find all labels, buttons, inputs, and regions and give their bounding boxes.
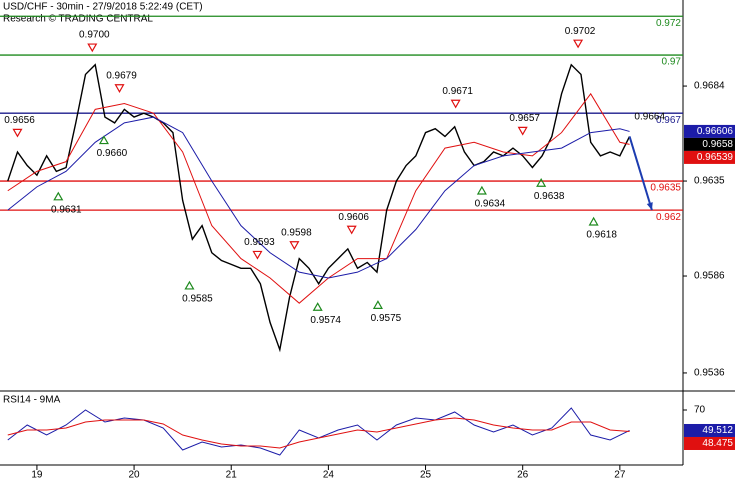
last-value-box [684, 124, 735, 138]
y-tick-label: 0.9635 [694, 176, 725, 187]
trough-label: 0.9575 [371, 313, 402, 324]
last-value-label: 0.96539 [697, 152, 734, 163]
level-label: 0.9635 [650, 183, 681, 194]
series-line [7, 63, 631, 353]
forecast-arrowhead [646, 202, 653, 211]
peak-label: 0.9700 [79, 30, 110, 41]
peak-marker [450, 99, 461, 109]
trough-label: 0.9638 [534, 191, 565, 202]
last-value-box [684, 423, 735, 437]
trough-marker [588, 216, 599, 226]
trough-label: 0.9574 [310, 315, 341, 326]
peak-label: 0.9593 [244, 237, 275, 248]
x-tick-label: 24 [323, 470, 335, 480]
trough-marker [53, 191, 64, 201]
x-tick-label: 19 [31, 470, 43, 480]
trough-marker [476, 185, 487, 195]
trough-label: 0.9585 [182, 294, 213, 305]
peak-label: 0.9671 [442, 86, 473, 97]
peak-marker [573, 39, 584, 49]
level-label: 0.962 [656, 212, 681, 223]
x-tick-label: 21 [226, 470, 238, 480]
level-label: 0.97 [662, 57, 682, 68]
chart-subtitle: Research © TRADING CENTRAL [3, 14, 153, 25]
last-value-label: 0.96606 [697, 126, 734, 137]
last-value-label: 49.512 [702, 425, 733, 436]
peak-marker [289, 241, 300, 250]
x-tick-label: 27 [614, 470, 626, 480]
peak-marker [346, 225, 357, 235]
x-tick-label: 25 [420, 470, 432, 480]
peak-label: 0.9606 [338, 212, 369, 223]
y-tick-label: 0.9684 [694, 81, 725, 92]
series-line [7, 116, 630, 279]
x-tick-label: 26 [517, 470, 529, 480]
last-value-box [684, 137, 735, 151]
peak-label: 0.9679 [106, 70, 137, 81]
series-line [7, 417, 630, 449]
level-label: 0.972 [656, 18, 681, 29]
last-value-label: 0.9658 [702, 139, 733, 150]
last-value-box [684, 150, 735, 164]
trough-label: 0.9631 [51, 204, 82, 215]
price-label: 0.9664 [634, 111, 665, 122]
peak-marker [252, 250, 263, 260]
trough-marker [98, 135, 109, 145]
x-tick-label: 20 [129, 470, 141, 480]
peak-marker [87, 43, 98, 53]
y-tick-label: 0.9536 [694, 368, 725, 379]
trough-marker [372, 300, 383, 309]
peak-label: 0.9657 [509, 113, 540, 124]
chart-title: USD/CHF - 30min - 27/9/2018 5:22:49 (CET… [3, 2, 203, 13]
trough-label: 0.9634 [475, 199, 506, 210]
y-tick-label: 70 [694, 405, 706, 416]
trough-label: 0.9618 [586, 230, 617, 241]
peak-label: 0.9598 [281, 227, 312, 238]
peak-marker [12, 128, 23, 138]
trough-label: 0.9660 [97, 148, 128, 159]
last-value-label: 48.475 [702, 438, 733, 449]
peak-marker [114, 84, 125, 93]
forecast-line [628, 136, 653, 211]
level-label: 0.967 [656, 115, 681, 126]
trough-marker [184, 280, 195, 290]
peak-label: 0.9656 [4, 115, 35, 126]
last-value-box [684, 436, 735, 450]
rsi-title: RSI14 - 9MA [3, 395, 61, 406]
y-tick-label: 0.9586 [694, 271, 725, 282]
peak-marker [517, 126, 528, 136]
trough-marker [536, 178, 547, 187]
peak-label: 0.9702 [565, 26, 596, 37]
trough-marker [312, 302, 323, 311]
